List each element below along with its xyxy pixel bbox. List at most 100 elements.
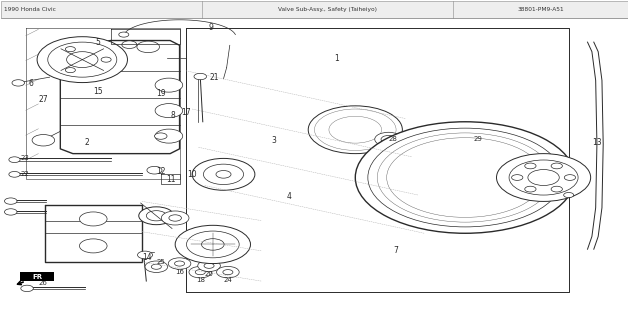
Text: 14: 14	[142, 253, 152, 262]
Circle shape	[79, 239, 107, 253]
Circle shape	[155, 78, 182, 92]
Text: 7: 7	[394, 246, 399, 255]
Circle shape	[12, 80, 25, 86]
Circle shape	[448, 169, 482, 187]
FancyBboxPatch shape	[19, 272, 54, 281]
Circle shape	[496, 154, 591, 201]
Circle shape	[119, 32, 129, 37]
Circle shape	[174, 261, 184, 266]
Circle shape	[528, 170, 559, 186]
Text: 22: 22	[20, 171, 29, 177]
Circle shape	[101, 57, 111, 62]
Circle shape	[147, 211, 167, 221]
Circle shape	[65, 68, 75, 73]
Circle shape	[79, 212, 107, 226]
Circle shape	[37, 37, 128, 83]
Circle shape	[4, 209, 17, 215]
Circle shape	[9, 172, 20, 177]
Circle shape	[201, 239, 224, 250]
Text: 15: 15	[93, 87, 103, 96]
Circle shape	[194, 73, 206, 80]
FancyBboxPatch shape	[1, 1, 628, 18]
Text: 9: 9	[208, 23, 213, 32]
Text: 26: 26	[39, 280, 48, 286]
Circle shape	[32, 134, 55, 146]
Circle shape	[525, 163, 536, 169]
Text: 23: 23	[20, 156, 29, 161]
Circle shape	[192, 158, 255, 190]
Circle shape	[147, 166, 162, 174]
Circle shape	[195, 270, 205, 275]
Circle shape	[186, 231, 239, 258]
Text: 16: 16	[175, 268, 184, 275]
Circle shape	[169, 215, 181, 221]
Text: 29: 29	[473, 136, 482, 142]
Circle shape	[204, 263, 214, 268]
Circle shape	[381, 135, 396, 143]
Text: 11: 11	[167, 175, 176, 184]
Circle shape	[138, 251, 153, 259]
Circle shape	[216, 267, 239, 278]
Circle shape	[216, 171, 231, 178]
Circle shape	[564, 175, 576, 180]
Text: 4: 4	[287, 192, 292, 201]
Text: 12: 12	[156, 167, 165, 176]
Text: 28: 28	[389, 136, 398, 142]
Circle shape	[155, 129, 182, 143]
Circle shape	[152, 264, 162, 269]
Text: 21: 21	[209, 73, 219, 82]
Circle shape	[189, 267, 211, 278]
Circle shape	[551, 163, 562, 169]
Circle shape	[308, 106, 403, 154]
Text: 5: 5	[96, 38, 101, 47]
Circle shape	[122, 41, 137, 49]
Circle shape	[155, 104, 182, 118]
Circle shape	[321, 112, 390, 147]
Circle shape	[564, 193, 574, 197]
Circle shape	[314, 109, 396, 150]
Circle shape	[145, 261, 168, 272]
Circle shape	[412, 150, 518, 204]
Circle shape	[375, 132, 403, 146]
Circle shape	[4, 198, 17, 204]
Circle shape	[342, 123, 369, 137]
Circle shape	[223, 270, 233, 275]
Circle shape	[48, 42, 117, 77]
Circle shape	[509, 160, 578, 195]
Circle shape	[139, 207, 174, 225]
Text: FR: FR	[32, 274, 42, 280]
Text: 13: 13	[592, 138, 602, 147]
Text: 38801-PM9-A51: 38801-PM9-A51	[517, 7, 564, 12]
Text: 20: 20	[204, 271, 213, 277]
Circle shape	[155, 133, 167, 139]
Circle shape	[162, 211, 189, 225]
Circle shape	[9, 157, 20, 163]
Text: 19: 19	[156, 89, 165, 98]
Circle shape	[393, 141, 537, 214]
Circle shape	[65, 47, 75, 52]
Text: 6: 6	[28, 79, 33, 88]
Circle shape	[67, 52, 98, 68]
Circle shape	[355, 122, 575, 233]
Text: 2: 2	[85, 138, 90, 147]
Text: 1: 1	[334, 53, 339, 62]
Text: 25: 25	[157, 259, 165, 265]
Circle shape	[387, 138, 543, 217]
Circle shape	[137, 41, 160, 52]
Text: Valve Sub-Assy., Safety (Taiheiyo): Valve Sub-Assy., Safety (Taiheiyo)	[277, 7, 377, 12]
Circle shape	[511, 175, 523, 180]
Text: 8: 8	[171, 111, 175, 120]
Circle shape	[525, 186, 536, 192]
Circle shape	[431, 160, 499, 195]
Text: 17: 17	[181, 108, 191, 117]
Circle shape	[377, 133, 553, 222]
Circle shape	[175, 225, 250, 264]
Circle shape	[21, 285, 33, 292]
Circle shape	[368, 128, 562, 227]
Text: 1990 Honda Civic: 1990 Honda Civic	[4, 7, 56, 12]
Text: 10: 10	[187, 170, 197, 179]
Text: 3: 3	[271, 136, 276, 145]
Text: 27: 27	[38, 95, 48, 104]
Text: 18: 18	[196, 277, 205, 283]
Circle shape	[551, 186, 562, 192]
